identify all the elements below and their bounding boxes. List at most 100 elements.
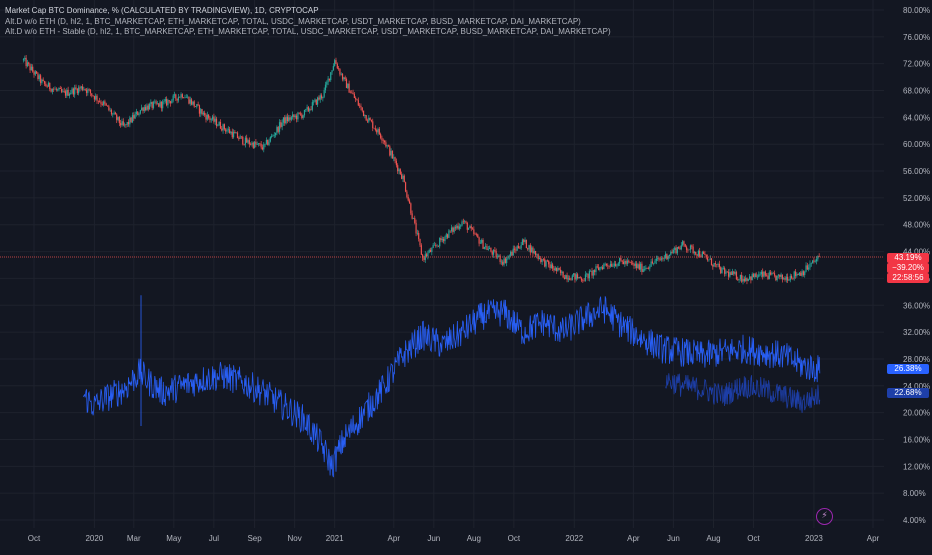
candle-body <box>428 249 430 253</box>
candle-body <box>96 95 98 101</box>
candle-body <box>662 258 664 259</box>
candle-body <box>338 68 340 69</box>
candle-body <box>696 254 698 256</box>
candle-body <box>752 274 755 278</box>
grid-layer <box>0 0 884 528</box>
candle-body <box>372 121 374 129</box>
candle-body <box>297 112 299 120</box>
candle-body <box>515 249 517 251</box>
legend-indicator-alt[interactable]: Alt.D w/o ETH (D, hl2, 1, BTC_MARKETCAP,… <box>5 16 581 26</box>
candle-body <box>592 270 594 276</box>
x-tick-label: 2021 <box>326 534 344 543</box>
candle-body <box>57 89 59 91</box>
candle-body <box>322 96 324 99</box>
candle-body <box>603 264 605 270</box>
candle-body <box>374 128 376 130</box>
candle-body <box>402 175 404 179</box>
candle-body <box>302 115 304 118</box>
candle-body <box>650 261 652 267</box>
candle-body <box>758 274 760 277</box>
candle-body <box>112 113 114 115</box>
candle-body <box>105 103 107 106</box>
candle-body <box>632 263 634 264</box>
candle-body <box>634 263 636 266</box>
candle-body <box>390 150 392 156</box>
legend-indicator-alt-stable[interactable]: Alt.D w/o ETH - Stable (D, hl2, 1, BTC_M… <box>5 27 611 36</box>
y-tick-label: 52.00% <box>903 194 930 203</box>
legend-main-title[interactable]: Market Cap BTC Dominance, % (CALCULATED … <box>5 6 319 15</box>
candle-body <box>519 248 521 249</box>
candle-body <box>591 270 593 276</box>
candle-body <box>549 264 551 269</box>
candle-body <box>257 143 260 145</box>
candle-body <box>380 134 382 138</box>
candle-body <box>397 165 399 172</box>
candle-body <box>679 248 681 250</box>
candle-body <box>750 276 752 281</box>
candle-body <box>341 73 344 80</box>
candle-body <box>319 95 321 100</box>
candle-body <box>185 97 187 98</box>
y-tick-label: 24.00% <box>903 382 930 391</box>
lightning-bolt-icon[interactable]: ⚡ <box>816 508 833 525</box>
candle-body <box>809 263 811 268</box>
candle-body <box>93 96 95 100</box>
candle-body <box>164 99 166 102</box>
candle-body <box>508 255 510 257</box>
candle-body <box>200 109 202 114</box>
candle-body <box>168 100 170 102</box>
candle-body <box>167 100 169 106</box>
btc-countdown-badge: 22:58:56 <box>887 273 929 283</box>
candle-body <box>542 259 545 260</box>
candle-body <box>179 96 181 98</box>
candle-body <box>211 116 214 120</box>
time-axis[interactable]: Oct 2020 Mar May Jul Sep Nov 2021 Apr Jun Aug Oct 20… <box>28 534 880 543</box>
candle-body <box>64 91 67 96</box>
candle-body <box>29 64 31 71</box>
candle-body <box>387 145 390 147</box>
candle-body <box>414 217 416 223</box>
candle-body <box>242 136 244 145</box>
candle-body <box>292 114 294 118</box>
candle-series-layer <box>22 54 820 285</box>
candle-body <box>180 94 182 98</box>
x-tick-label: Oct <box>508 534 521 543</box>
candle-body <box>643 268 646 270</box>
candle-body <box>281 122 283 127</box>
candle-body <box>68 93 71 96</box>
candle-body <box>271 135 273 137</box>
candle-body <box>364 115 366 116</box>
candle-body <box>240 136 243 137</box>
candle-body <box>680 245 682 250</box>
candle-body <box>705 255 707 258</box>
candle-body <box>303 109 306 116</box>
candle-body <box>517 246 520 249</box>
candle-body <box>133 115 135 119</box>
candle-body <box>729 272 731 277</box>
candle-body <box>751 274 753 281</box>
candle-body <box>790 276 793 279</box>
candle-body <box>453 227 455 232</box>
candle-body <box>706 257 709 261</box>
candle-body <box>349 92 352 94</box>
candle-body <box>206 114 208 120</box>
candle-body <box>36 71 38 74</box>
candle-body <box>213 116 215 122</box>
candle-body <box>798 272 801 275</box>
candle-body <box>134 114 136 119</box>
candle-body <box>288 117 290 122</box>
candle-body <box>78 87 80 94</box>
candle-body <box>646 267 648 269</box>
candle-body <box>154 101 156 103</box>
candle-body <box>79 87 81 89</box>
candle-body <box>559 269 562 273</box>
candle-body <box>801 271 803 276</box>
candle-body <box>173 94 176 96</box>
candle-body <box>356 99 358 101</box>
candle-body <box>159 101 161 107</box>
candle-body <box>503 258 505 265</box>
y-tick-label: 8.00% <box>903 489 926 498</box>
